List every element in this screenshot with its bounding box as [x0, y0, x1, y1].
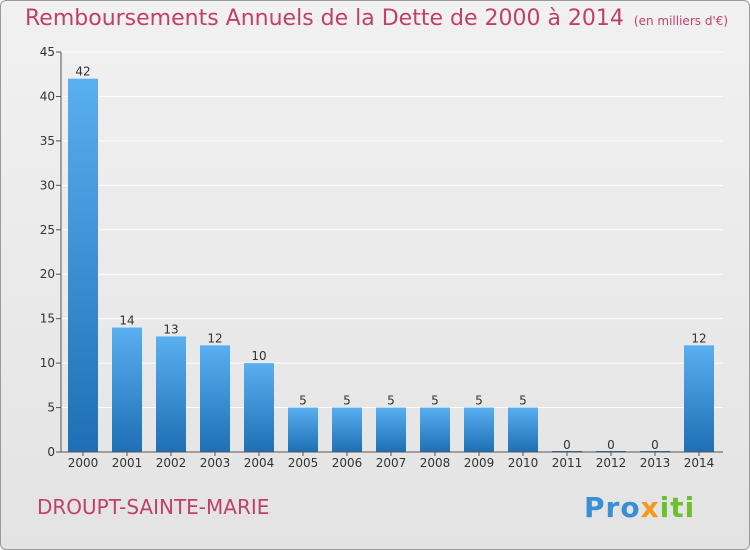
x-tick-label-2014: 2014	[684, 456, 715, 470]
y-tick-label: 5	[47, 401, 55, 415]
value-label-2010: 5	[519, 394, 527, 408]
logo-part-2: x	[640, 491, 660, 524]
x-tick-label-2005: 2005	[288, 456, 319, 470]
x-tick-label-2004: 2004	[244, 456, 275, 470]
x-tick-label-2002: 2002	[156, 456, 187, 470]
bar-2003	[200, 345, 230, 452]
x-tick-label-2000: 2000	[68, 456, 99, 470]
x-tick-label-2008: 2008	[420, 456, 451, 470]
bar-2014	[684, 345, 714, 452]
x-tick-label-2007: 2007	[376, 456, 407, 470]
chart-unit: (en milliers d'€)	[633, 14, 729, 28]
value-label-2011: 0	[563, 438, 571, 452]
chart-title-text: Remboursements Annuels de la Dette de 20…	[25, 6, 624, 31]
y-tick-label: 35	[40, 134, 55, 148]
bars	[68, 78, 714, 453]
value-label-2006: 5	[343, 394, 351, 408]
x-tick-label-2003: 2003	[200, 456, 231, 470]
value-label-2002: 13	[163, 322, 178, 336]
y-tick-label: 10	[40, 356, 55, 370]
bar-2006	[332, 407, 362, 452]
logo-part-1: Pro	[584, 491, 641, 524]
bar-2007	[376, 407, 406, 452]
y-tick-label: 25	[40, 223, 55, 237]
bar-2005	[288, 407, 318, 452]
bar-2010	[508, 407, 538, 452]
value-label-2008: 5	[431, 394, 439, 408]
x-tick-label-2011: 2011	[552, 456, 583, 470]
x-tick-label-2013: 2013	[640, 456, 671, 470]
value-label-2004: 10	[251, 349, 266, 363]
axes: 0 5 10 15 20 25 30 35 40 45 2000 2001 2002 2003 2004 20…	[40, 45, 723, 470]
y-tick-label: 15	[40, 312, 55, 326]
value-labels: 42 14 13 12 10 5 5 5 5 5 5 0 0 0 12	[75, 65, 706, 452]
y-tick-label: 30	[40, 178, 55, 192]
bar-2002	[156, 336, 186, 452]
bar-2008	[420, 407, 450, 452]
value-label-2014: 12	[691, 331, 706, 345]
value-label-2000: 42	[75, 65, 90, 79]
value-label-2005: 5	[299, 394, 307, 408]
commune-name: DROUPT-SAINTE-MARIE	[37, 495, 270, 519]
value-label-2012: 0	[607, 438, 615, 452]
value-label-2013: 0	[651, 438, 659, 452]
logo-part-3: iti	[659, 491, 696, 524]
bar-2004	[244, 363, 274, 452]
bar-2001	[112, 327, 142, 452]
y-tick-label: 20	[40, 267, 55, 281]
bar-2009	[464, 407, 494, 452]
x-tick-label-2001: 2001	[112, 456, 143, 470]
value-label-2009: 5	[475, 394, 483, 408]
y-tick-label: 40	[40, 89, 55, 103]
x-tick-label-2009: 2009	[464, 456, 495, 470]
value-label-2001: 14	[119, 314, 134, 328]
y-tick-label: 45	[40, 45, 55, 59]
y-tick-label: 0	[47, 445, 55, 459]
proxiti-logo: Proxiti	[584, 491, 695, 524]
x-tick-label-2010: 2010	[508, 456, 539, 470]
bar-2000	[68, 78, 98, 453]
value-label-2007: 5	[387, 394, 395, 408]
chart-title: Remboursements Annuels de la Dette de 20…	[25, 6, 728, 31]
x-tick-label-2012: 2012	[596, 456, 627, 470]
x-tick-label-2006: 2006	[332, 456, 363, 470]
value-label-2003: 12	[207, 331, 222, 345]
